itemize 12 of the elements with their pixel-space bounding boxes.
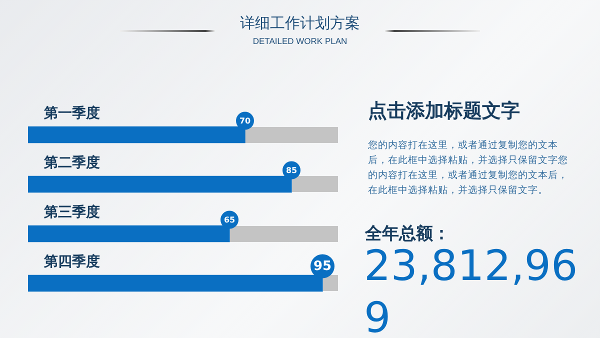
y-tick-label: 第二季度: [43, 154, 100, 171]
data-label: 85: [286, 166, 298, 175]
text: 您的内容打在这里，或者通过复制您的文本后，在此框中选择粘贴，并选择只保留文字您的内容打在这里，或者通过复制您的文本后，在此框中选择粘贴，并选择只保留文字。: [368, 139, 568, 198]
chart-subtitle: DETAILED WORK PLAN: [252, 36, 348, 46]
chart-title: 详细工作计划方案: [239, 14, 361, 33]
y-tick-label: 第一季度: [43, 104, 100, 122]
data-label: 65: [224, 215, 236, 224]
y-tick-label: 第三季度: [43, 203, 100, 220]
data-label: 70: [239, 116, 251, 126]
y-tick-label: 第四季度: [43, 252, 100, 270]
text: 点击添加标题文字: [368, 99, 520, 124]
data-label: 95: [313, 259, 332, 274]
